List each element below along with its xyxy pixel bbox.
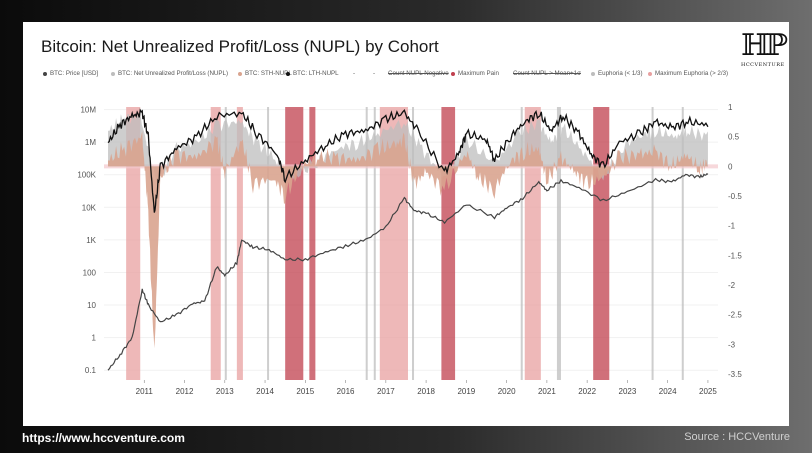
- legend-item[interactable]: Euphoria (< 1/3): [591, 70, 643, 77]
- band-euphoria: [412, 107, 415, 380]
- legend-item[interactable]: Maximum Pain: [451, 70, 499, 77]
- x-tick-label: 2022: [578, 387, 596, 396]
- legend-swatch: [591, 71, 595, 76]
- legend-label: BTC: Price [USD]: [50, 70, 99, 77]
- x-tick-label: 2017: [377, 387, 395, 396]
- legend-label: Euphoria (< 1/3): [598, 70, 643, 77]
- band-max-euphoria: [236, 107, 243, 380]
- y-right-tick-label: 0: [728, 162, 733, 171]
- y-left-tick-label: 100K: [77, 171, 96, 180]
- legend-label: BTC: LTH-NUPL: [293, 70, 339, 77]
- y-left-tick-label: 10: [87, 301, 96, 310]
- y-left-tick-label: 1K: [86, 236, 96, 245]
- y-right-tick-label: 1: [728, 103, 733, 112]
- band-max-pain: [309, 107, 316, 380]
- x-tick-label: 2025: [699, 387, 717, 396]
- x-tick-label: 2024: [659, 387, 677, 396]
- legend-item[interactable]: BTC: STH-NUPL: [238, 70, 292, 77]
- legend-item[interactable]: -: [353, 70, 355, 77]
- legend-item[interactable]: BTC: LTH-NUPL: [286, 70, 339, 77]
- y-left-tick-label: 10K: [82, 203, 97, 212]
- legend-item[interactable]: Count NUPL Negative: [388, 70, 449, 77]
- x-tick-label: 2013: [216, 387, 234, 396]
- legend-item[interactable]: Maximum Euphoria (> 2/3): [648, 70, 728, 77]
- legend-item[interactable]: BTC: Net Unrealized Profit/Loss (NUPL): [111, 70, 228, 77]
- legend-swatch: [238, 71, 242, 76]
- legend-swatch: [111, 71, 115, 76]
- band-euphoria: [365, 107, 368, 380]
- y-right-tick-label: -3.5: [728, 370, 742, 379]
- legend-label: BTC: STH-NUPL: [245, 70, 292, 77]
- band-max-euphoria: [210, 107, 221, 380]
- band-euphoria: [681, 107, 684, 380]
- x-tick-label: 2021: [538, 387, 556, 396]
- y-right-tick-label: 0.5: [728, 133, 740, 142]
- legend-label: BTC: Net Unrealized Profit/Loss (NUPL): [118, 70, 229, 77]
- footer-source: Source : HCCVenture: [684, 431, 790, 443]
- chart-title: Bitcoin: Net Unrealized Profit/Loss (NUP…: [41, 37, 439, 56]
- x-tick-label: 2015: [296, 387, 314, 396]
- legend-label: Count NUPL Negative: [388, 70, 449, 77]
- footer-url[interactable]: https://www.hccventure.com: [22, 431, 185, 445]
- y-right-tick-label: -1: [728, 222, 736, 231]
- legend-label: Maximum Euphoria (> 2/3): [655, 70, 729, 77]
- legend-label: Count NUPL > Mean+1σ: [513, 70, 581, 77]
- x-tick-label: 2019: [457, 387, 475, 396]
- x-tick-label: 2011: [136, 387, 154, 396]
- y-left-tick-label: 1: [92, 334, 97, 343]
- x-tick-label: 2012: [176, 387, 194, 396]
- legend-item[interactable]: -: [373, 70, 375, 77]
- band-euphoria: [651, 107, 654, 380]
- brand-mark: ℍℙ: [741, 28, 788, 63]
- y-left-tick-label: 100: [83, 268, 97, 277]
- legend-label: -: [353, 70, 356, 77]
- band-max-pain: [441, 107, 456, 380]
- band-euphoria: [520, 107, 523, 380]
- y-right-tick-label: -3: [728, 340, 736, 349]
- band-max-pain: [593, 107, 610, 380]
- x-tick-label: 2023: [619, 387, 637, 396]
- brand-name: HCCVENTURE: [741, 62, 785, 68]
- x-tick-label: 2020: [498, 387, 516, 396]
- price-line: [107, 172, 709, 371]
- chart-legend: BTC: Price [USD] BTC: Net Unrealized Prof…: [43, 70, 783, 80]
- y-left-tick-label: 0.1: [85, 366, 97, 375]
- legend-item[interactable]: Count NUPL > Mean+1σ: [513, 70, 581, 77]
- x-tick-label: 2016: [337, 387, 355, 396]
- lth-nupl-line: [107, 108, 709, 213]
- x-tick-label: 2014: [256, 387, 274, 396]
- x-tick-label: 2018: [417, 387, 435, 396]
- band-max-euphoria: [524, 107, 541, 380]
- legend-swatch: [648, 71, 652, 76]
- legend-label: Maximum Pain: [458, 70, 499, 77]
- legend-swatch: [43, 71, 47, 76]
- y-right-tick-label: -1.5: [728, 251, 742, 260]
- legend-label: -: [373, 70, 376, 77]
- band-euphoria: [267, 107, 270, 380]
- y-left-tick-label: 1M: [85, 138, 96, 147]
- y-right-tick-label: -2: [728, 281, 736, 290]
- band-max-euphoria: [126, 107, 141, 380]
- nupl-area: [108, 111, 708, 187]
- band-euphoria: [373, 107, 376, 380]
- legend-swatch: [451, 71, 455, 76]
- y-right-tick-label: -0.5: [728, 192, 742, 201]
- band-euphoria: [556, 107, 561, 380]
- legend-item[interactable]: BTC: Price [USD]: [43, 70, 98, 77]
- legend-swatch: [286, 71, 290, 76]
- band-euphoria: [224, 107, 227, 380]
- brand-logo: ℍℙ HCCVENTURE: [741, 28, 788, 69]
- band-max-pain: [285, 107, 304, 380]
- y-right-tick-label: -2.5: [728, 311, 742, 320]
- y-left-tick-label: 10M: [80, 106, 96, 115]
